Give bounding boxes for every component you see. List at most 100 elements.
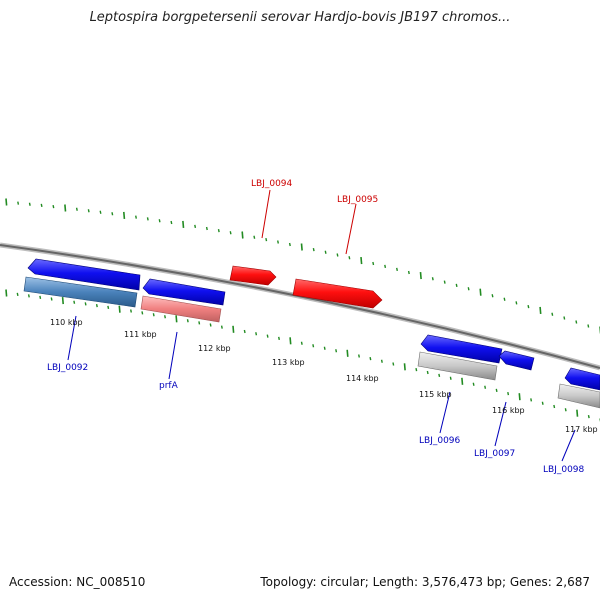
inner-tick [323, 346, 326, 350]
scale-label: 113 kbp [272, 358, 305, 367]
gene-label-lbj-0092[interactable]: LBJ_0092 [47, 363, 88, 373]
outer-tick [17, 201, 20, 205]
inner-tick [164, 315, 166, 319]
inner-tick [553, 404, 556, 409]
feature-bar-lbj-0092[interactable] [23, 276, 138, 308]
inner-tick [472, 382, 475, 386]
inner-tick [576, 409, 579, 417]
inner-tick [300, 341, 303, 345]
outer-tick [75, 207, 78, 211]
inner-tick [130, 309, 132, 313]
outer-tick [372, 261, 375, 266]
outer-tick [551, 312, 554, 316]
outer-tick [170, 220, 173, 225]
label-leader-lines [67, 189, 576, 462]
inner-tick [587, 414, 590, 419]
scale-label: 116 kbp [492, 406, 525, 415]
inner-tick [186, 319, 189, 323]
gene-label-lbj-0094[interactable]: LBJ_0094 [251, 179, 293, 189]
feature-bar-lbj-0098[interactable] [557, 383, 600, 409]
gene-label-lbj-0096[interactable]: LBJ_0096 [419, 436, 461, 446]
inner-tick [278, 336, 280, 341]
outer-tick [384, 264, 387, 269]
outer-tick [587, 324, 590, 328]
inner-tick [209, 323, 212, 327]
outer-tick [28, 202, 31, 206]
scale-label: 115 kbp [419, 390, 452, 399]
outer-tick [396, 267, 398, 272]
gene-prfa[interactable] [142, 278, 226, 306]
outer-tick [123, 211, 126, 219]
leader-lbj-0097 [494, 401, 507, 447]
outer-tick [312, 247, 315, 252]
inner-tick [426, 370, 429, 375]
outer-tick [229, 231, 232, 235]
genome-backbone-line [0, 244, 600, 369]
inner-tick [312, 344, 315, 348]
feature-bar-prfa[interactable] [140, 295, 222, 323]
topology-text: Topology: circular; Length: 3,576,473 bp… [260, 575, 590, 589]
inner-tick [95, 303, 98, 308]
inner-tick [39, 295, 42, 300]
inner-tick [73, 300, 76, 304]
inner-tick [358, 354, 360, 358]
gene-label-lbj-0097[interactable]: LBJ_0097 [474, 449, 515, 459]
gene-lbj-0094[interactable] [229, 265, 277, 286]
outer-tick [503, 297, 506, 301]
gene-lbj-0095[interactable] [292, 278, 383, 309]
outer-tick [479, 288, 482, 296]
genome-backbone [0, 242, 600, 371]
inner-tick [118, 305, 121, 313]
inner-tick [484, 385, 487, 389]
inner-tick [403, 363, 406, 371]
inner-tick [495, 388, 498, 393]
gene-lbj-0098[interactable] [564, 367, 600, 391]
outer-tick [111, 212, 114, 216]
feature-bar-lbj-0096[interactable] [417, 351, 498, 381]
scale-labels: 110 kbp 111 kbp 112 kbp 113 kbp 114 kbp … [50, 318, 598, 434]
outer-tick [515, 301, 518, 305]
gene-label-lbj-0098[interactable]: LBJ_0098 [543, 465, 585, 475]
outer-tick [241, 231, 244, 239]
gene-lbj-0092[interactable] [27, 258, 141, 291]
gene-labels: LBJ_0094 LBJ_0095 LBJ_0092 prfA LBJ_0096… [47, 179, 585, 475]
inner-tick [243, 329, 246, 334]
outer-tick [467, 287, 470, 291]
outer-tick [419, 272, 422, 280]
inner-tick [220, 325, 223, 329]
scale-label: 112 kbp [198, 344, 231, 353]
outer-tick [64, 204, 67, 212]
inner-tick [530, 398, 533, 402]
outer-tick [265, 237, 268, 242]
gene-lbj-0097[interactable] [498, 350, 535, 371]
scale-label: 111 kbp [124, 330, 157, 339]
inner-tick [152, 313, 155, 317]
outer-tick [194, 224, 197, 229]
outer-tick [407, 270, 410, 275]
inner-tick [507, 391, 510, 396]
inner-tick [449, 376, 452, 380]
inner-tick [16, 292, 19, 297]
outer-tick [205, 226, 208, 231]
outer-tick [443, 280, 446, 284]
outer-tick [336, 253, 339, 257]
outer-tick [324, 250, 327, 254]
inner-tick [5, 289, 8, 297]
outer-tick [217, 228, 220, 233]
outer-tick-track [5, 198, 600, 334]
inner-tick [232, 325, 235, 333]
outer-tick [348, 256, 351, 260]
outer-tick [40, 203, 43, 208]
leader-lbj-0096 [439, 391, 451, 434]
inner-tick [564, 408, 567, 412]
scale-label: 110 kbp [50, 318, 83, 327]
inner-tick [50, 297, 53, 301]
outer-tick [87, 209, 90, 213]
outer-tick [182, 220, 185, 228]
inner-tick [175, 315, 178, 323]
gene-label-lbj-0095[interactable]: LBJ_0095 [337, 195, 378, 205]
gene-label-prfa[interactable]: prfA [159, 381, 179, 391]
outer-tick [253, 235, 256, 239]
outer-tick [527, 304, 530, 309]
